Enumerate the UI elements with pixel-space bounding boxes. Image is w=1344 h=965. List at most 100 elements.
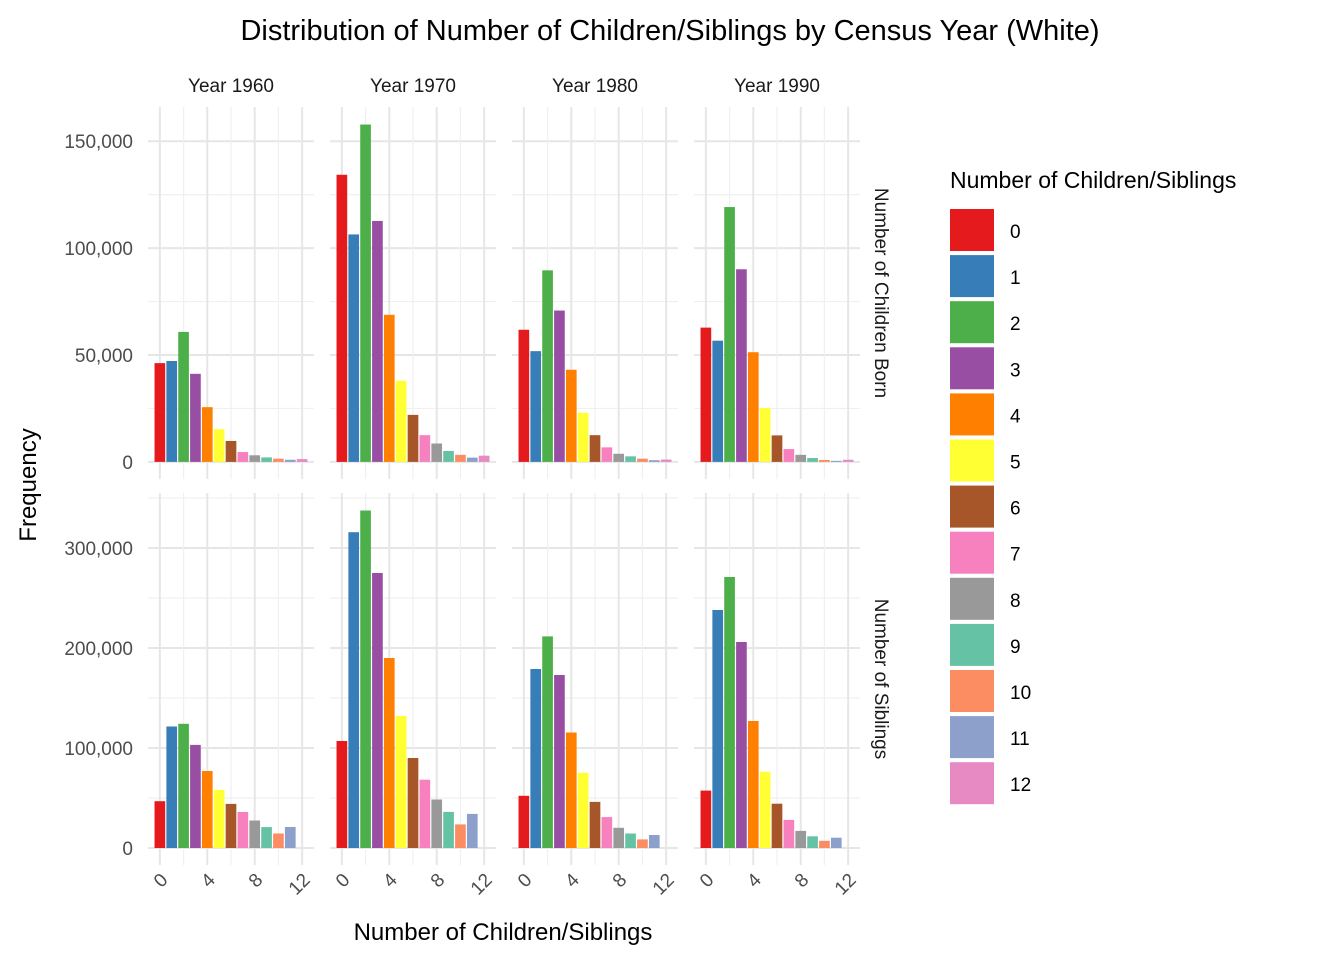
x-axis-title: Number of Children/Siblings: [354, 919, 653, 946]
x-tick-label: 4: [197, 869, 220, 892]
bar-number-of-siblings-year-1990-0: [700, 790, 712, 848]
legend-key-12: [950, 762, 994, 805]
x-tick-label: 0: [696, 870, 718, 892]
legend-label-3: 3: [1010, 360, 1021, 381]
bar-number-of-siblings-year-1960-8: [249, 820, 261, 848]
panel-number-of-children-born-year-1960: [148, 107, 314, 479]
legend-key-9: [950, 623, 994, 666]
x-tick-label: 12: [467, 870, 497, 900]
bar-number-of-siblings-year-1970-2: [360, 510, 371, 848]
bar-number-of-siblings-year-1970-0: [336, 741, 348, 848]
bar-number-of-siblings-year-1970-7: [419, 779, 431, 848]
bar-number-of-siblings-year-1960-7: [237, 812, 249, 848]
panel-number-of-children-born-year-1980: [512, 107, 678, 479]
bar-number-of-children-born-year-1960-5: [213, 429, 225, 462]
bar-number-of-children-born-year-1970-3: [372, 220, 383, 462]
bar-number-of-children-born-year-1990-6: [771, 435, 783, 462]
bar-number-of-children-born-year-1990-3: [736, 269, 747, 462]
bar-number-of-siblings-year-1970-4: [383, 658, 395, 848]
bar-number-of-siblings-year-1980-7: [601, 817, 613, 848]
bar-number-of-siblings-year-1960-6: [225, 803, 237, 848]
facet-strip-number-of-children-born: Number of Children Born: [870, 188, 891, 398]
bar-number-of-siblings-year-1990-6: [771, 803, 783, 848]
bar-number-of-children-born-year-1990-9: [807, 458, 818, 462]
panel-number-of-siblings-year-1980: [512, 493, 678, 865]
bar-number-of-siblings-year-1980-8: [613, 827, 625, 848]
bar-number-of-children-born-year-1980-3: [554, 310, 565, 462]
bar-number-of-children-born-year-1970-1: [348, 234, 360, 462]
legend-label-11: 11: [1010, 729, 1030, 750]
bar-number-of-children-born-year-1980-10: [637, 458, 648, 462]
bar-number-of-children-born-year-1960-7: [237, 452, 249, 462]
bar-number-of-children-born-year-1960-4: [201, 407, 213, 462]
bar-number-of-siblings-year-1990-9: [807, 836, 818, 848]
bar-number-of-children-born-year-1990-10: [819, 459, 830, 462]
bar-number-of-siblings-year-1960-2: [178, 723, 189, 848]
bar-number-of-siblings-year-1990-3: [736, 642, 747, 848]
y-axis-title: Frequency: [15, 428, 42, 541]
x-tick-label: 4: [379, 869, 402, 892]
bar-number-of-children-born-year-1960-10: [273, 458, 284, 462]
bar-number-of-siblings-year-1980-10: [637, 839, 648, 848]
bar-number-of-siblings-year-1970-8: [431, 799, 443, 848]
bar-number-of-children-born-year-1980-0: [518, 329, 530, 462]
legend-key-8: [950, 577, 994, 620]
y-tick-label: 100,000: [64, 239, 133, 260]
bar-number-of-children-born-year-1990-2: [724, 207, 735, 462]
facet-strip-year-1980: Year 1980: [552, 76, 638, 97]
bar-number-of-children-born-year-1960-11: [284, 459, 296, 462]
bar-number-of-children-born-year-1970-6: [407, 414, 419, 462]
x-tick-label: 8: [791, 870, 813, 892]
legend-key-7: [950, 531, 994, 574]
legend-label-7: 7: [1010, 545, 1021, 566]
bar-number-of-siblings-year-1970-11: [466, 813, 478, 848]
bar-number-of-siblings-year-1990-7: [783, 819, 795, 848]
bar-number-of-children-born-year-1990-1: [712, 340, 724, 462]
bar-number-of-siblings-year-1960-11: [284, 827, 296, 848]
facet-strip-year-1970: Year 1970: [370, 76, 456, 97]
bar-number-of-children-born-year-1970-4: [383, 314, 395, 462]
legend-label-2: 2: [1010, 314, 1021, 335]
legend-key-5: [950, 439, 994, 482]
y-tick-label: 50,000: [75, 346, 133, 367]
legend-key-2: [950, 301, 994, 344]
bar-number-of-siblings-year-1960-3: [190, 744, 201, 848]
bar-number-of-children-born-year-1980-6: [589, 435, 601, 462]
bar-number-of-children-born-year-1990-11: [830, 460, 842, 462]
bar-number-of-siblings-year-1980-1: [530, 669, 542, 848]
bar-number-of-siblings-year-1960-1: [166, 726, 178, 848]
bar-number-of-children-born-year-1980-8: [613, 453, 625, 462]
bar-number-of-siblings-year-1960-5: [213, 789, 225, 848]
bar-number-of-siblings-year-1970-1: [348, 532, 360, 848]
legend-key-6: [950, 485, 994, 528]
bar-number-of-children-born-year-1960-8: [249, 455, 261, 462]
bar-number-of-children-born-year-1990-4: [747, 352, 759, 462]
bar-number-of-siblings-year-1980-3: [554, 675, 565, 848]
bar-number-of-children-born-year-1970-7: [419, 435, 431, 462]
y-tick-label: 0: [122, 839, 133, 860]
legend-label-8: 8: [1010, 591, 1021, 612]
bar-number-of-siblings-year-1980-4: [565, 732, 577, 848]
legend-label-6: 6: [1010, 499, 1021, 520]
bar-number-of-children-born-year-1970-12: [478, 455, 490, 462]
panel-number-of-siblings-year-1970: [330, 493, 496, 865]
bar-number-of-children-born-year-1970-11: [466, 457, 478, 462]
legend-key-11: [950, 716, 994, 759]
legend-key-10: [950, 670, 994, 712]
chart-title: Distribution of Number of Children/Sibli…: [240, 15, 1099, 47]
bar-number-of-children-born-year-1990-7: [783, 449, 795, 462]
bar-number-of-children-born-year-1980-5: [577, 412, 589, 462]
bar-number-of-siblings-year-1980-6: [589, 801, 601, 848]
legend-key-1: [950, 255, 994, 298]
x-tick-label: 0: [514, 870, 536, 892]
bar-number-of-siblings-year-1990-2: [724, 577, 735, 848]
bar-number-of-siblings-year-1990-4: [747, 721, 759, 848]
bar-number-of-siblings-year-1960-4: [201, 771, 213, 848]
panel-number-of-siblings-year-1990: [694, 493, 860, 865]
bar-number-of-children-born-year-1960-3: [190, 373, 201, 462]
y-tick-label: 300,000: [64, 539, 133, 560]
bar-number-of-children-born-year-1960-9: [261, 457, 272, 462]
x-tick-label: 8: [609, 870, 631, 892]
